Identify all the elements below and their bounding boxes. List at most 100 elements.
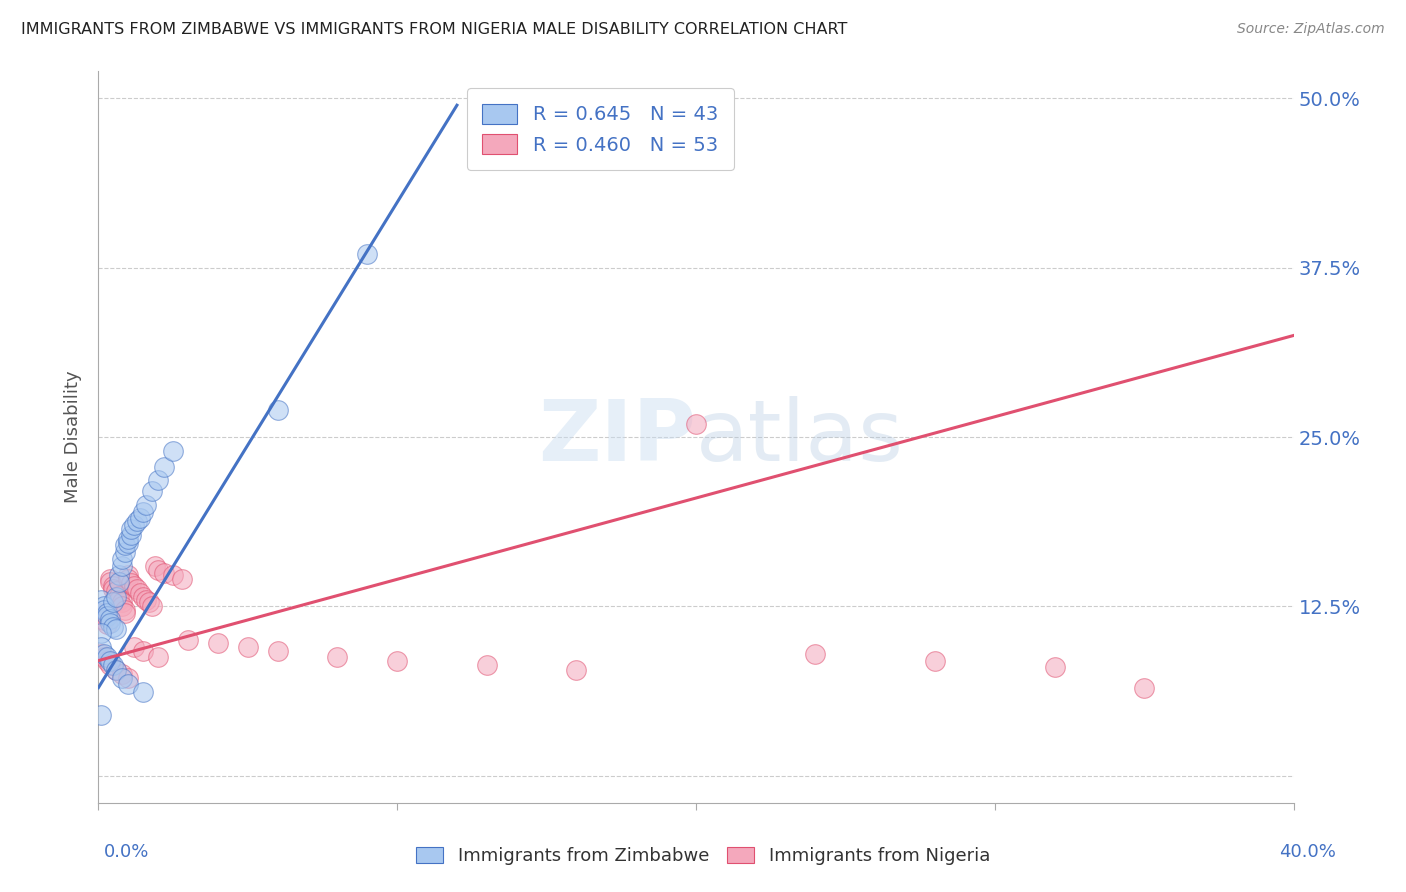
Point [111,671,134,685]
Point [1133,681,1156,695]
Point [385,654,409,668]
Point [98,572,122,586]
Point [108,589,131,603]
Point [96,649,118,664]
Point [120,527,142,541]
Point [138,595,160,609]
Point [172,572,194,586]
Point [114,603,136,617]
Point [117,568,139,582]
Point [96,608,118,623]
Point [90,626,112,640]
Text: ZIP: ZIP [538,395,696,479]
Text: atlas: atlas [696,395,904,479]
Point [114,545,136,559]
Point [111,595,134,609]
Point [1043,660,1066,674]
Point [105,590,128,604]
Point [124,579,146,593]
Point [804,647,827,661]
Point [148,474,170,488]
Point [117,532,139,546]
Point [135,498,157,512]
Point [326,649,349,664]
Point [111,599,134,614]
Point [132,644,155,658]
Point [111,667,134,681]
Point [114,606,136,620]
Point [98,574,122,589]
Point [103,620,125,634]
Point [565,663,588,677]
Point [132,684,155,698]
Point [143,558,166,573]
Legend: R = 0.645   N = 43, R = 0.460   N = 53: R = 0.645 N = 43, R = 0.460 N = 53 [467,88,734,170]
Point [129,511,152,525]
Point [207,636,229,650]
Point [117,676,139,690]
Point [162,568,184,582]
Point [90,640,112,654]
Point [93,647,115,661]
Point [103,582,125,596]
Point [105,663,128,677]
Point [120,576,142,591]
Y-axis label: Male Disability: Male Disability [65,371,83,503]
Point [127,514,149,528]
Point [108,592,131,607]
Point [90,606,112,620]
Text: IMMIGRANTS FROM ZIMBABWE VS IMMIGRANTS FROM NIGERIA MALE DISABILITY CORRELATION : IMMIGRANTS FROM ZIMBABWE VS IMMIGRANTS F… [21,22,848,37]
Point [148,563,170,577]
Point [90,707,112,722]
Point [153,459,176,474]
Text: 40.0%: 40.0% [1279,843,1336,861]
Point [90,647,112,661]
Point [117,671,139,685]
Point [141,599,163,614]
Point [124,640,146,654]
Point [141,484,163,499]
Point [98,615,122,630]
Point [98,654,122,668]
Point [93,603,115,617]
Point [111,558,134,573]
Point [98,657,122,672]
Point [267,644,290,658]
Point [103,657,125,672]
Point [148,649,170,664]
Point [267,403,290,417]
Point [96,617,118,632]
Point [685,417,707,431]
Text: 0.0%: 0.0% [104,843,149,861]
Point [135,592,157,607]
Point [108,568,131,582]
Point [108,574,131,589]
Point [356,247,378,261]
Point [96,654,118,668]
Point [124,518,146,533]
Text: Source: ZipAtlas.com: Source: ZipAtlas.com [1237,22,1385,37]
Point [93,599,115,614]
Point [475,657,498,672]
Point [177,633,200,648]
Point [236,640,259,654]
Point [132,590,155,604]
Point [93,613,115,627]
Legend: Immigrants from Zimbabwe, Immigrants from Nigeria: Immigrants from Zimbabwe, Immigrants fro… [409,839,997,872]
Point [105,663,128,677]
Point [162,443,184,458]
Point [117,535,139,549]
Point [114,538,136,552]
Point [93,649,115,664]
Point [103,595,125,609]
Point [117,572,139,586]
Point [132,505,155,519]
Point [153,566,176,580]
Point [105,623,128,637]
Point [111,552,134,566]
Point [90,592,112,607]
Point [93,608,115,623]
Point [129,586,152,600]
Point [98,611,122,625]
Point [96,606,118,620]
